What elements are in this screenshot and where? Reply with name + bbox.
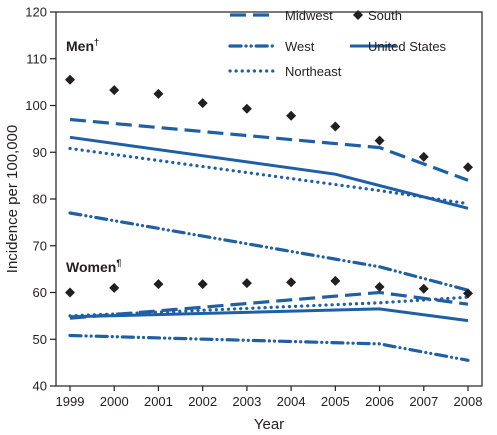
women-united-states-line (69, 307, 469, 323)
x-tick-label-2001: 2001 (144, 394, 173, 409)
group-label-men: Men† (66, 37, 99, 54)
x-tick-label-2004: 2004 (277, 394, 306, 409)
men-west-line (68, 211, 470, 292)
women-south-point-2007 (418, 283, 429, 294)
men-south-point-2008 (463, 162, 473, 173)
women-west-line (68, 333, 470, 362)
men-south-point-2005 (330, 121, 341, 132)
legend: Midwest South West United States Northeast (228, 8, 447, 79)
group-label-men-footnote-mark: † (94, 37, 99, 47)
men-south-point-2000 (109, 85, 120, 96)
legend-south-label: South (368, 8, 402, 23)
men-midwest-line (69, 117, 469, 182)
women-south-point-2003 (241, 278, 252, 289)
plot-area (55, 11, 483, 387)
women-northeast-line (68, 295, 470, 318)
legend-united-states: United States (350, 39, 447, 54)
x-tick-label-2005: 2005 (321, 394, 350, 409)
y-tick-label-100: 100 (25, 98, 47, 113)
men-south-point-2001 (153, 88, 164, 99)
group-labels: Men† Women¶ (66, 37, 121, 275)
legend-west: West (228, 39, 315, 54)
men-south-point-2002 (197, 98, 208, 109)
women-south-series (65, 275, 473, 299)
men-south-series (65, 74, 473, 173)
y-tick-label-50: 50 (33, 332, 47, 347)
men-south-point-2004 (286, 110, 297, 121)
series-layer (65, 74, 473, 362)
women-south-point-2008 (463, 288, 473, 299)
x-tick-label-2006: 2006 (365, 394, 394, 409)
men-united-states-line (69, 135, 469, 210)
men-south-point-2003 (241, 103, 252, 114)
group-label-men-text: Men (66, 38, 94, 54)
y-tick-label-60: 60 (33, 285, 47, 300)
y-tick-label-70: 70 (33, 238, 47, 253)
plot-frame (55, 11, 483, 387)
women-south-point-2001 (153, 279, 164, 290)
men-south-point-2006 (374, 135, 385, 146)
y-tick-label-40: 40 (33, 379, 47, 394)
women-south-point-2005 (330, 275, 341, 286)
legend-south: South (353, 8, 402, 23)
group-label-women-text: Women (66, 259, 116, 275)
axes: 40 50 60 70 80 90 100 110 120 1999 2000 2001 2002 200… (4, 5, 482, 434)
group-label-women: Women¶ (66, 258, 121, 275)
women-south-point-2006 (374, 281, 385, 292)
y-axis-title: Incidence per 100,000 (4, 125, 21, 273)
y-tick-label-120: 120 (25, 5, 47, 20)
x-tick-label-2002: 2002 (188, 394, 217, 409)
legend-northeast: Northeast (228, 64, 342, 79)
legend-midwest-label: Midwest (285, 8, 333, 23)
men-northeast-line (68, 146, 470, 206)
legend-midwest: Midwest (230, 8, 333, 23)
x-tick-label-2000: 2000 (100, 394, 129, 409)
men-south-point-2007 (418, 151, 429, 162)
legend-south-swatch (353, 10, 363, 20)
women-south-point-2000 (109, 282, 120, 293)
women-midwest-line (69, 290, 469, 320)
legend-northeast-label: Northeast (285, 64, 342, 79)
x-tick-label-2008: 2008 (454, 394, 483, 409)
x-axis-title: Year (254, 416, 284, 433)
x-tick-label-2003: 2003 (232, 394, 261, 409)
women-south-point-2002 (197, 279, 208, 290)
legend-united-states-label: United States (368, 39, 447, 54)
women-south-point-2004 (286, 277, 297, 288)
y-tick-label-110: 110 (26, 51, 47, 66)
men-south-point-1999 (65, 74, 75, 85)
group-label-women-footnote-mark: ¶ (116, 258, 121, 268)
women-south-point-1999 (65, 287, 75, 298)
x-tick-label-1999: 1999 (56, 394, 85, 409)
y-tick-label-80: 80 (33, 192, 47, 207)
x-tick-label-2007: 2007 (409, 394, 438, 409)
legend-west-label: West (285, 39, 315, 54)
y-tick-label-90: 90 (33, 145, 47, 160)
